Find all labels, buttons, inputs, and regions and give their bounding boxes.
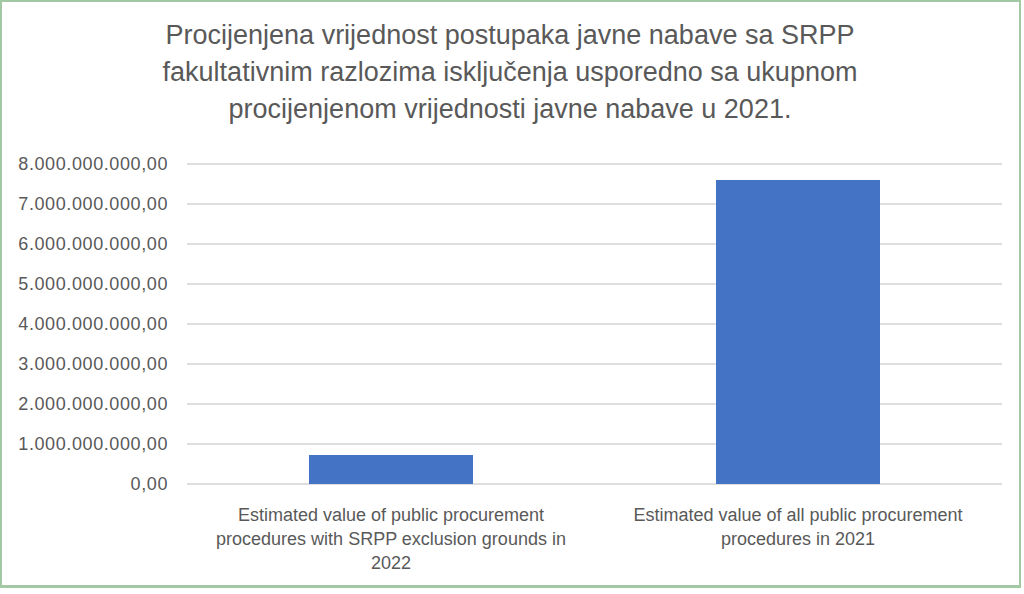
x-axis-category-label-line: Estimated value of all public procuremen…: [583, 503, 1013, 527]
x-axis-category-label: Estimated value of public procurementpro…: [176, 503, 606, 575]
gridline: [187, 163, 1002, 165]
y-axis-tick-label: 7.000.000.000,00: [2, 193, 168, 215]
y-axis-tick-label: 2.000.000.000,00: [2, 393, 168, 415]
x-axis-category-label-line: procedures in 2021: [583, 527, 1013, 551]
x-axis-category-label-line: procedures with SRPP exclusion grounds i…: [176, 527, 606, 551]
x-axis-category-label: Estimated value of all public procuremen…: [583, 503, 1013, 551]
chart-title: Procijenjena vrijednost postupaka javne …: [62, 17, 958, 128]
y-axis-tick-label: 4.000.000.000,00: [2, 313, 168, 335]
y-axis-tick-label: 6.000.000.000,00: [2, 233, 168, 255]
chart-title-line: procijenjenom vrijednosti javne nabave u…: [62, 91, 958, 128]
chart-title-line: fakultativnim razlozima isključenja uspo…: [62, 54, 958, 91]
bar-2: [716, 180, 880, 484]
chart-area: Procijenjena vrijednost postupaka javne …: [0, 0, 1021, 588]
plot-area: [187, 164, 1002, 484]
x-axis-category-label-line: Estimated value of public procurement: [176, 503, 606, 527]
chart-title-line: Procijenjena vrijednost postupaka javne …: [62, 17, 958, 54]
x-axis-category-label-line: 2022: [176, 551, 606, 575]
y-axis-tick-label: 0,00: [2, 473, 168, 495]
y-axis-tick-label: 1.000.000.000,00: [2, 433, 168, 455]
y-axis-tick-label: 8.000.000.000,00: [2, 153, 168, 175]
y-axis-tick-label: 3.000.000.000,00: [2, 353, 168, 375]
y-axis-tick-label: 5.000.000.000,00: [2, 273, 168, 295]
bar-1: [309, 455, 473, 484]
